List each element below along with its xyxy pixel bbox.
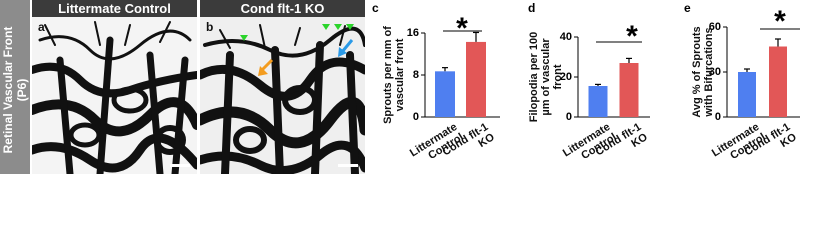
significance-star: *	[774, 5, 786, 38]
y-tick-label: 0	[566, 111, 572, 123]
y-axis-label: Filopodia per 100 µm of vascular front	[528, 31, 564, 123]
image-title: Littermate Control	[32, 0, 197, 17]
panel-label: b	[206, 20, 213, 34]
y-tick-label: 0	[413, 111, 419, 123]
panel-label: c	[372, 1, 379, 15]
micrograph-b	[200, 17, 365, 174]
bar	[588, 86, 608, 117]
bar	[738, 72, 756, 117]
bar	[619, 63, 639, 117]
significance-star: *	[456, 12, 468, 45]
y-tick-label: 16	[407, 27, 419, 39]
bar	[466, 41, 486, 117]
panel-label: e	[684, 1, 691, 15]
side-label: Retinal Vascular Front (P6)	[1, 26, 29, 154]
side-strip	[0, 0, 30, 174]
y-tick-label: 60	[709, 21, 721, 33]
y-tick-label: 30	[709, 66, 721, 78]
significance-star: *	[626, 20, 638, 53]
y-tick-label: 20	[560, 71, 572, 83]
y-tick-label: 40	[560, 31, 572, 43]
panel-label: d	[528, 1, 535, 15]
figure: a b c 0 8 16 * d 0 20 40 * e 0 30 60 * Retinal Vascula…	[0, 0, 800, 174]
y-tick-label: 0	[715, 111, 721, 123]
panel-label: a	[38, 20, 45, 34]
bar	[769, 46, 787, 117]
y-tick-label: 8	[413, 69, 419, 81]
y-axis-label: Sprouts per mm of vascular front	[382, 26, 406, 124]
micrograph-a	[32, 17, 197, 174]
image-title: Cond flt-1 KO	[200, 0, 365, 17]
figure-canvas: a b c 0 8 16 * d 0 20 40 * e 0 30 60 *	[0, 0, 800, 174]
y-axis-label: Avg % of Sprouts with Bifurcations	[691, 26, 715, 118]
bar	[435, 71, 455, 117]
